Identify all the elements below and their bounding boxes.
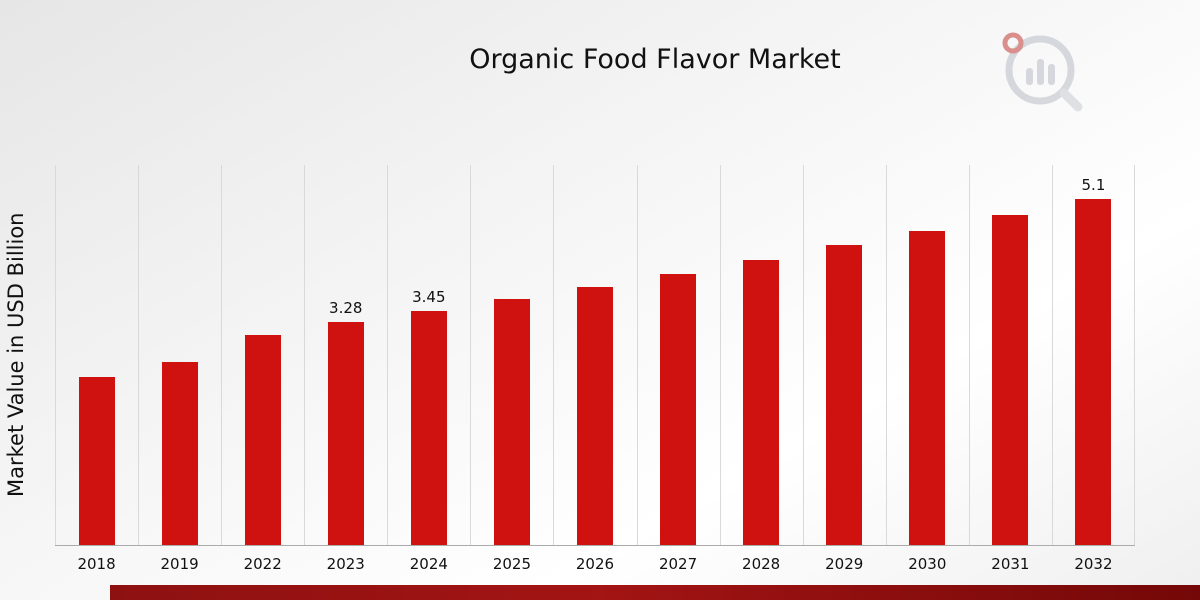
x-tick-label: 2029 bbox=[825, 555, 864, 573]
y-axis-label: Market Value in USD Billion bbox=[4, 212, 28, 498]
x-tick-label: 2018 bbox=[77, 555, 116, 573]
footer-bar bbox=[110, 585, 1200, 600]
brand-logo bbox=[1000, 28, 1088, 116]
bar-value-label: 3.28 bbox=[329, 299, 363, 318]
gridline bbox=[55, 165, 56, 545]
bar-2019 bbox=[161, 361, 198, 545]
bar-2025 bbox=[493, 298, 530, 545]
x-tick-label: 2025 bbox=[492, 555, 531, 573]
bar-2030 bbox=[909, 230, 946, 545]
gridline bbox=[885, 165, 887, 545]
gridline bbox=[1051, 165, 1053, 545]
gridline bbox=[802, 165, 804, 545]
gridline bbox=[221, 165, 223, 545]
gridline bbox=[1134, 165, 1135, 545]
x-tick-label: 2026 bbox=[575, 555, 615, 573]
bar-2024 bbox=[410, 310, 447, 545]
gridline bbox=[968, 165, 970, 545]
x-tick-label: 2022 bbox=[243, 555, 282, 573]
gridline bbox=[470, 165, 472, 545]
plot-area: 2018 2019 2022 2023 3.28 2024 3.45 2025 2026 2027… bbox=[55, 165, 1135, 573]
x-tick-label: 2028 bbox=[742, 555, 781, 573]
x-tick-label: 2019 bbox=[160, 555, 199, 573]
x-tick-label: 2024 bbox=[409, 555, 448, 573]
bar-2023 bbox=[327, 322, 364, 545]
bar-value-label: 3.45 bbox=[412, 287, 446, 306]
gridline bbox=[138, 165, 140, 545]
gridline bbox=[304, 165, 306, 545]
bar-2022 bbox=[244, 334, 281, 545]
bar-value-label: 5.1 bbox=[1081, 175, 1106, 194]
magnifier-bar-chart-logo-icon bbox=[1002, 32, 1083, 112]
bar-2032 bbox=[1075, 198, 1112, 545]
x-tick-label: 2027 bbox=[658, 555, 698, 573]
x-tick-label: 2031 bbox=[991, 555, 1030, 573]
bar-2018 bbox=[78, 376, 115, 545]
x-tick-label: 2023 bbox=[326, 555, 365, 573]
bar-2029 bbox=[826, 245, 863, 545]
x-tick-label: 2030 bbox=[908, 555, 947, 573]
x-tick-label: 2032 bbox=[1074, 555, 1113, 573]
bar-2026 bbox=[577, 287, 613, 545]
bar-2028 bbox=[743, 260, 780, 545]
bar-2027 bbox=[660, 273, 697, 545]
gridline bbox=[719, 165, 721, 545]
gridline bbox=[387, 165, 389, 545]
gridline bbox=[636, 165, 638, 545]
gridline bbox=[553, 165, 555, 545]
chart-title: Organic Food Flavor Market bbox=[469, 44, 841, 75]
bar-2031 bbox=[992, 215, 1029, 545]
